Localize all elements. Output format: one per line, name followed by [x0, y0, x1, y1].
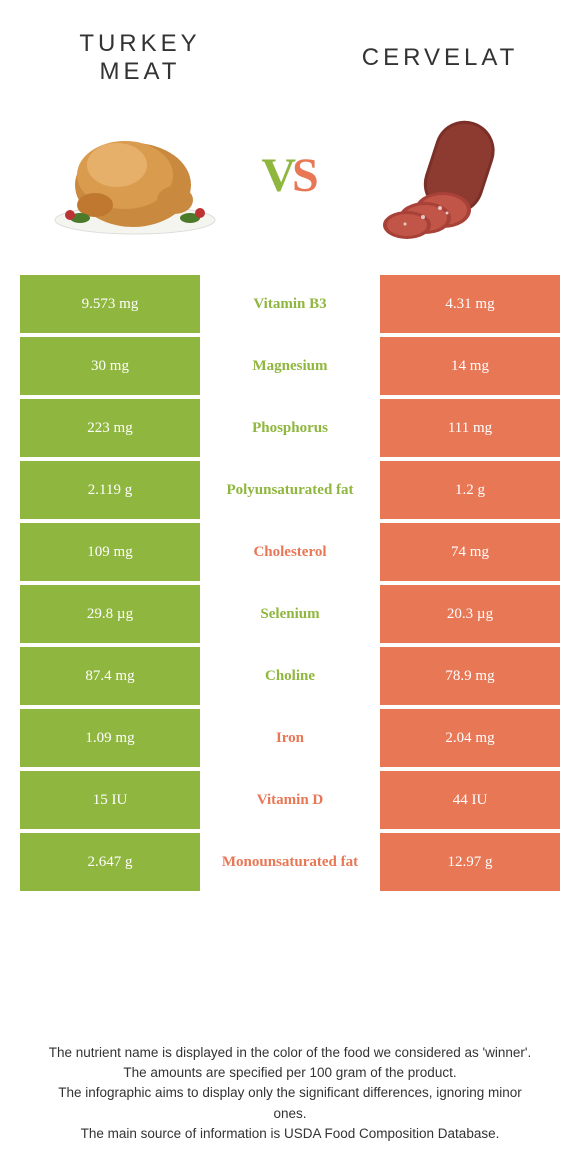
- footer-line: The amounts are specified per 100 gram o…: [40, 1063, 540, 1083]
- nutrient-table: 9.573 mgVitamin B34.31 mg30 mgMagnesium1…: [20, 275, 560, 891]
- table-row: 30 mgMagnesium14 mg: [20, 337, 560, 395]
- right-value: 2.04 mg: [380, 709, 560, 767]
- left-value: 2.119 g: [20, 461, 200, 519]
- nutrient-name: Vitamin B3: [200, 275, 380, 333]
- table-row: 29.8 µgSelenium20.3 µg: [20, 585, 560, 643]
- left-value: 15 IU: [20, 771, 200, 829]
- nutrient-name: Vitamin D: [200, 771, 380, 829]
- right-value: 111 mg: [380, 399, 560, 457]
- header: TURKEY MEAT CERVELAT: [0, 0, 580, 95]
- nutrient-name: Magnesium: [200, 337, 380, 395]
- right-value: 12.97 g: [380, 833, 560, 891]
- nutrient-name: Cholesterol: [200, 523, 380, 581]
- footer-line: The infographic aims to display only the…: [40, 1083, 540, 1124]
- right-value: 20.3 µg: [380, 585, 560, 643]
- left-food-illustration: [45, 105, 225, 245]
- left-value: 109 mg: [20, 523, 200, 581]
- nutrient-name: Selenium: [200, 585, 380, 643]
- right-value: 4.31 mg: [380, 275, 560, 333]
- footer-line: The main source of information is USDA F…: [40, 1124, 540, 1144]
- left-value: 223 mg: [20, 399, 200, 457]
- nutrient-name: Iron: [200, 709, 380, 767]
- right-food-title: CERVELAT: [340, 44, 540, 72]
- footer-line: The nutrient name is displayed in the co…: [40, 1043, 540, 1063]
- vs-v: V: [261, 148, 296, 203]
- right-value: 14 mg: [380, 337, 560, 395]
- left-value: 1.09 mg: [20, 709, 200, 767]
- right-value: 1.2 g: [380, 461, 560, 519]
- table-row: 1.09 mgIron2.04 mg: [20, 709, 560, 767]
- left-value: 29.8 µg: [20, 585, 200, 643]
- nutrient-name: Phosphorus: [200, 399, 380, 457]
- nutrient-name: Polyunsaturated fat: [200, 461, 380, 519]
- right-value: 44 IU: [380, 771, 560, 829]
- table-row: 109 mgCholesterol74 mg: [20, 523, 560, 581]
- left-value: 87.4 mg: [20, 647, 200, 705]
- right-value: 78.9 mg: [380, 647, 560, 705]
- left-value: 30 mg: [20, 337, 200, 395]
- footer-notes: The nutrient name is displayed in the co…: [0, 1043, 580, 1144]
- vs-s: S: [292, 148, 319, 203]
- table-row: 2.119 gPolyunsaturated fat1.2 g: [20, 461, 560, 519]
- table-row: 15 IUVitamin D44 IU: [20, 771, 560, 829]
- vs-badge: VS: [245, 130, 335, 220]
- vs-row: VS: [0, 95, 580, 275]
- table-row: 9.573 mgVitamin B34.31 mg: [20, 275, 560, 333]
- right-food-illustration: [355, 105, 535, 245]
- table-row: 2.647 gMonounsaturated fat12.97 g: [20, 833, 560, 891]
- nutrient-name: Choline: [200, 647, 380, 705]
- right-value: 74 mg: [380, 523, 560, 581]
- left-food-title: TURKEY MEAT: [40, 30, 240, 85]
- left-value: 9.573 mg: [20, 275, 200, 333]
- table-row: 87.4 mgCholine78.9 mg: [20, 647, 560, 705]
- left-value: 2.647 g: [20, 833, 200, 891]
- table-row: 223 mgPhosphorus111 mg: [20, 399, 560, 457]
- nutrient-name: Monounsaturated fat: [200, 833, 380, 891]
